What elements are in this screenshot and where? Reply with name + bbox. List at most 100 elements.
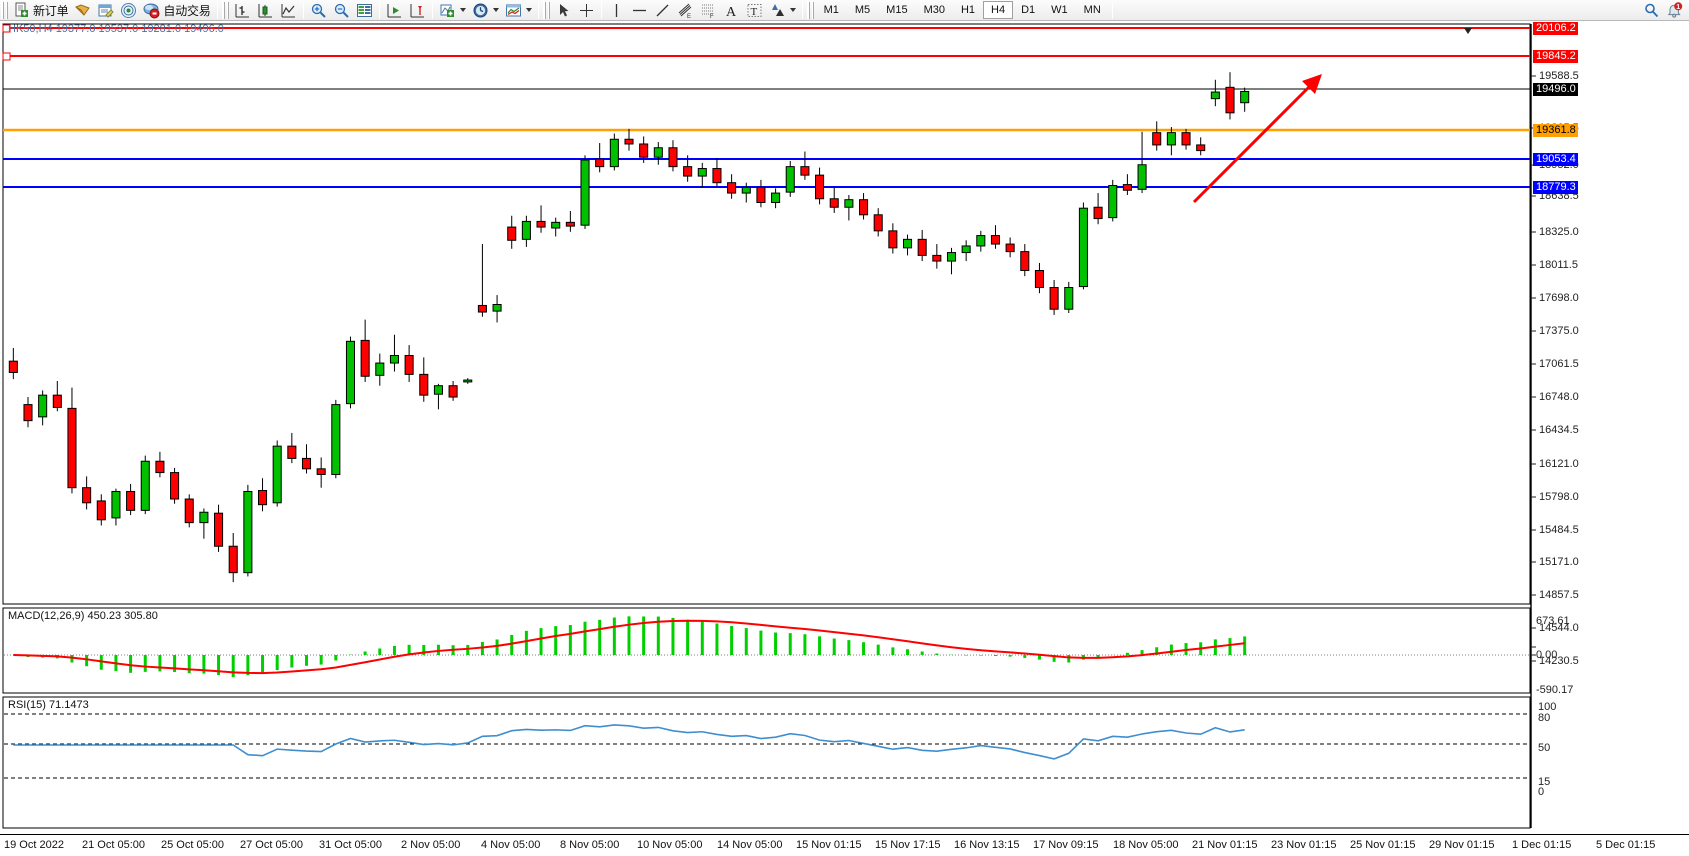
timeframe-w1[interactable]: W1 bbox=[1051, 4, 1068, 16]
periods-button[interactable] bbox=[469, 0, 502, 20]
timeframe-m15[interactable]: M15 bbox=[886, 4, 908, 16]
signals-button[interactable] bbox=[117, 0, 140, 20]
auto-scroll-icon bbox=[409, 2, 426, 19]
candle-body bbox=[301, 457, 312, 470]
expert-advisor-button[interactable] bbox=[71, 0, 94, 20]
folder-icon bbox=[74, 2, 91, 19]
candle-body bbox=[653, 147, 663, 158]
candle-body bbox=[624, 138, 634, 145]
toolbar-separator-2 bbox=[302, 1, 304, 19]
trendline-tool[interactable] bbox=[651, 0, 674, 20]
toolbar-grip[interactable] bbox=[1, 1, 8, 19]
price-tag-orange[interactable]: 19361.8 bbox=[1533, 124, 1578, 137]
price-tick: 16748.0 bbox=[1539, 391, 1579, 403]
auto-scroll-button[interactable] bbox=[406, 0, 429, 20]
text-tool[interactable]: A bbox=[720, 0, 743, 20]
chart-shift-button[interactable] bbox=[383, 0, 406, 20]
zoom-in-button[interactable] bbox=[307, 0, 330, 20]
equidistant-channel-tool[interactable]: E bbox=[674, 0, 697, 20]
timeframe-m1[interactable]: M1 bbox=[823, 4, 839, 16]
line-chart-button[interactable] bbox=[277, 0, 300, 20]
timeframe-mn[interactable]: MN bbox=[1083, 4, 1101, 16]
autotrading-button[interactable]: 自动交易 bbox=[140, 0, 213, 20]
time-label: 31 Oct 05:00 bbox=[319, 839, 382, 851]
metaeditor-icon bbox=[97, 2, 115, 19]
candle-body bbox=[111, 490, 121, 519]
chevron-down-icon-4[interactable] bbox=[789, 8, 796, 12]
templates-button[interactable] bbox=[502, 0, 535, 20]
macd-label: MACD(12,26,9) 450.23 305.80 bbox=[8, 610, 158, 622]
svg-text:A: A bbox=[726, 5, 737, 19]
timeframe-m30[interactable]: M30 bbox=[923, 4, 945, 16]
price-tag-support-2[interactable]: 18779.3 bbox=[1533, 181, 1578, 194]
cursor-tool[interactable] bbox=[552, 0, 575, 20]
chevron-down-icon[interactable] bbox=[459, 8, 466, 12]
draw-tools-grip[interactable] bbox=[542, 1, 550, 19]
chevron-down-icon-2[interactable] bbox=[492, 8, 499, 12]
zoom-out-button[interactable] bbox=[330, 0, 353, 20]
timeframes-grip[interactable] bbox=[806, 1, 814, 19]
chevron-down-icon-3[interactable] bbox=[525, 8, 532, 12]
rsi-scale-label: 15 bbox=[1538, 776, 1551, 788]
search-icon bbox=[1643, 2, 1660, 19]
candle-body bbox=[917, 238, 927, 256]
toolbar-separator-6 bbox=[600, 1, 602, 19]
trendline-icon bbox=[654, 2, 671, 19]
time-label: 8 Nov 05:00 bbox=[560, 839, 620, 851]
price-tag-last[interactable]: 19496.0 bbox=[1533, 83, 1578, 96]
candle-body bbox=[375, 362, 385, 376]
candle-body bbox=[521, 220, 531, 240]
candle-body bbox=[272, 445, 282, 504]
candle-body bbox=[419, 373, 429, 396]
horizontal-line-tool[interactable] bbox=[628, 0, 651, 20]
candle-body bbox=[785, 166, 795, 193]
toolbar-separator-7 bbox=[801, 1, 803, 19]
candle-body bbox=[844, 199, 854, 208]
candle-body bbox=[1093, 206, 1103, 220]
chart-dropdown-marker[interactable] bbox=[1462, 22, 1474, 40]
bar-chart-button[interactable] bbox=[231, 0, 254, 20]
text-label-tool[interactable]: T bbox=[743, 0, 766, 20]
candle-body bbox=[257, 490, 268, 506]
time-label: 14 Nov 05:00 bbox=[717, 839, 783, 851]
candle-body bbox=[404, 354, 414, 375]
candle-body bbox=[8, 360, 18, 373]
shapes-tool[interactable] bbox=[766, 0, 799, 20]
timeframe-h4[interactable]: H4 bbox=[983, 1, 1014, 19]
price-tag-resistance-2[interactable]: 20106.2 bbox=[1533, 22, 1578, 35]
new-order-button[interactable]: 新订单 bbox=[10, 0, 71, 20]
candle-body bbox=[1152, 132, 1162, 146]
price-tick: 16434.5 bbox=[1539, 424, 1579, 436]
chart-canvas[interactable] bbox=[0, 21, 1689, 856]
candle-body bbox=[902, 238, 913, 249]
time-label: 21 Oct 05:00 bbox=[82, 839, 145, 851]
timeframe-d1[interactable]: D1 bbox=[1021, 4, 1036, 16]
candle-body bbox=[771, 192, 781, 204]
crosshair-tool[interactable] bbox=[575, 0, 598, 20]
trend-arrow-annotation bbox=[1192, 74, 1322, 204]
search-button[interactable] bbox=[1640, 0, 1663, 20]
bar-chart-icon bbox=[234, 2, 251, 19]
candle-chart-button[interactable] bbox=[254, 0, 277, 20]
candle-body bbox=[639, 143, 649, 158]
svg-text:E: E bbox=[687, 14, 691, 19]
price-tag-resistance-1[interactable]: 19845.2 bbox=[1533, 50, 1578, 63]
candlestick-series bbox=[8, 72, 1250, 583]
price-tag-support-1[interactable]: 19053.4 bbox=[1533, 153, 1578, 166]
fibonacci-tool[interactable]: F bbox=[697, 0, 720, 20]
indicators-button[interactable] bbox=[436, 0, 469, 20]
timeframe-h1[interactable]: H1 bbox=[960, 4, 976, 16]
chart-area[interactable]: HK50,H4 19377.0 19537.0 19281.0 19496.0 … bbox=[0, 21, 1689, 856]
notifications-button[interactable]: 1 bbox=[1663, 0, 1689, 20]
data-window-button[interactable] bbox=[353, 0, 376, 20]
candle-body bbox=[888, 230, 898, 249]
time-label: 29 Nov 01:15 bbox=[1429, 839, 1495, 851]
chart-tools-grip[interactable] bbox=[221, 1, 229, 19]
metaeditor-button[interactable] bbox=[94, 0, 117, 20]
vertical-line-tool[interactable] bbox=[605, 0, 628, 20]
timeframe-m5[interactable]: M5 bbox=[854, 4, 871, 16]
macd-scale-label: 673.61 bbox=[1536, 615, 1570, 627]
time-axis[interactable]: 19 Oct 2022 21 Oct 05:00 25 Oct 05:00 27… bbox=[0, 834, 1689, 856]
candle-body bbox=[23, 404, 33, 422]
